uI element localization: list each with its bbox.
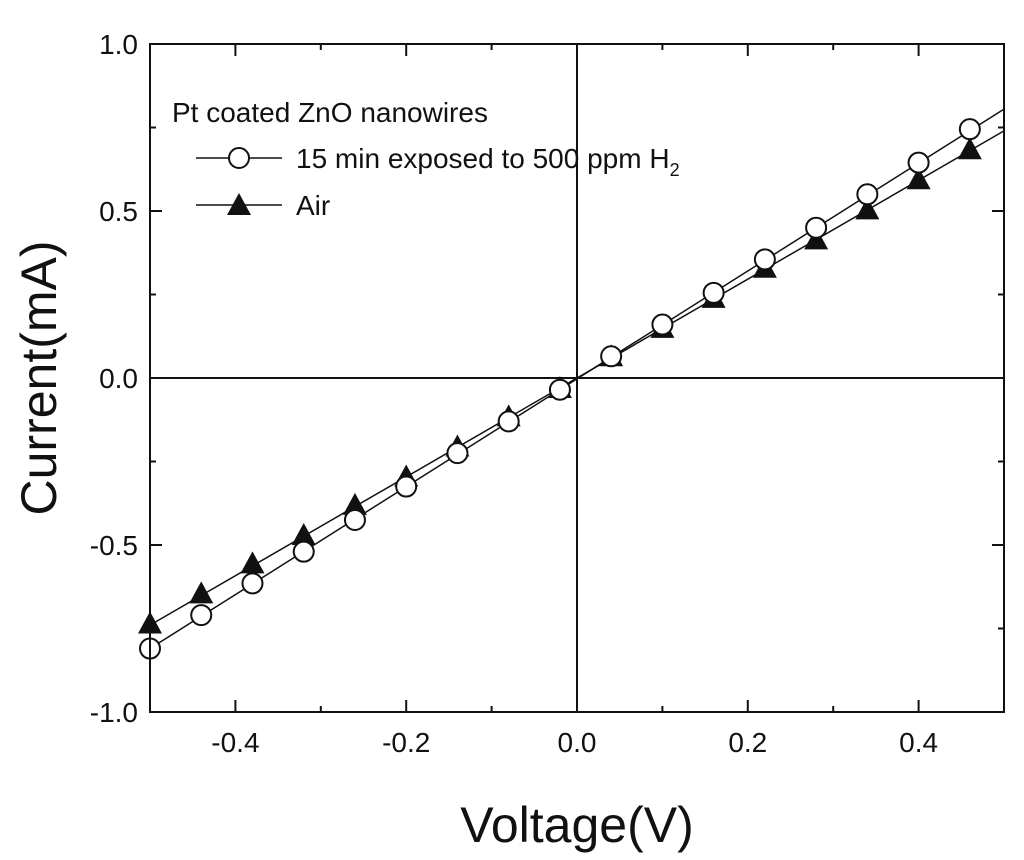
y-tick-label: 0.0 (99, 363, 138, 394)
data-point-air (342, 492, 367, 515)
data-point-h2 (292, 540, 315, 563)
y-tick-label: -0.5 (90, 530, 138, 561)
x-tick-label: 0.0 (558, 727, 597, 758)
data-point-air (855, 197, 880, 220)
x-tick-label: 0.4 (899, 727, 938, 758)
plot-frame (149, 43, 1005, 713)
data-point-h2 (548, 378, 571, 401)
data-point-h2 (343, 508, 366, 531)
y-tick-label: 0.5 (99, 196, 138, 227)
data-point-h2 (190, 604, 213, 627)
legend-label-h2: 15 min exposed to 500 ppm H2 (296, 143, 680, 180)
x-axis-title: Voltage(V) (460, 797, 693, 853)
data-point-h2 (907, 151, 930, 174)
data-point-air (189, 581, 214, 604)
data-point-h2 (856, 183, 879, 206)
y-tick-label: 1.0 (99, 29, 138, 60)
x-tick-label: 0.2 (728, 727, 767, 758)
data-point-h2 (702, 281, 725, 304)
data-point-air (291, 522, 316, 545)
data-point-h2 (241, 572, 264, 595)
data-point-air (957, 137, 982, 160)
legend-title: Pt coated ZnO nanowires (172, 97, 488, 128)
data-point-h2 (651, 313, 674, 336)
legend-marker-filled-triangle (227, 193, 251, 215)
data-point-h2 (753, 248, 776, 271)
y-tick-label: -1.0 (90, 697, 138, 728)
y-axis-title: Current(mA) (11, 240, 67, 515)
data-point-h2 (497, 410, 520, 433)
data-point-h2 (958, 118, 981, 141)
data-point-air (240, 551, 265, 574)
data-point-h2 (600, 345, 623, 368)
data-point-h2 (805, 216, 828, 239)
legend: Pt coated ZnO nanowires 15 min exposed t… (172, 97, 680, 221)
data-point-air (906, 167, 931, 190)
x-tick-label: -0.4 (211, 727, 259, 758)
legend-label-h2-text: 15 min exposed to 500 ppm H (296, 143, 670, 174)
data-point-h2 (395, 475, 418, 498)
x-tick-label: -0.2 (382, 727, 430, 758)
legend-label-h2-subscript: 2 (670, 160, 680, 180)
legend-marker-open-circle (228, 147, 250, 169)
legend-label-air: Air (296, 190, 330, 221)
data-point-h2 (446, 442, 469, 465)
